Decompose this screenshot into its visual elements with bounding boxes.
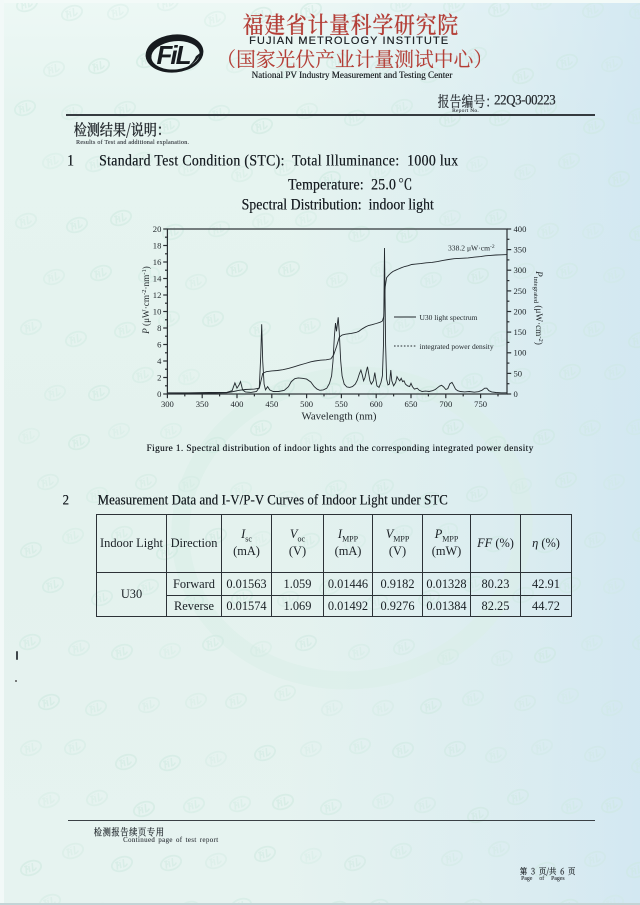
svg-text:650: 650 [405, 399, 418, 409]
svg-text:integrated power density: integrated power density [420, 342, 494, 351]
svg-text:8: 8 [157, 323, 161, 333]
svg-text:300: 300 [514, 265, 527, 275]
svg-text:500: 500 [300, 399, 313, 409]
svg-text:300: 300 [161, 399, 174, 409]
svg-text:600: 600 [370, 399, 383, 409]
svg-text:450: 450 [265, 399, 278, 409]
svg-text:400: 400 [231, 399, 244, 409]
svg-text:150: 150 [514, 327, 527, 337]
svg-text:350: 350 [514, 245, 527, 255]
svg-text:700: 700 [439, 399, 452, 409]
svg-text:338.2 μW·cm-2: 338.2 μW·cm-2 [448, 244, 495, 253]
svg-text:12: 12 [153, 290, 162, 300]
svg-text:100: 100 [514, 348, 527, 358]
svg-text:4: 4 [157, 356, 162, 366]
svg-text:0: 0 [514, 389, 518, 399]
svg-text:P (μW·cm-2·nm-1): P (μW·cm-2·nm-1) [141, 266, 151, 335]
svg-text:50: 50 [514, 368, 523, 378]
svg-text:18: 18 [153, 240, 162, 250]
svg-text:2: 2 [157, 372, 161, 382]
svg-text:550: 550 [335, 399, 348, 409]
svg-text:16: 16 [153, 257, 162, 267]
svg-text:400: 400 [514, 224, 527, 234]
svg-text:0: 0 [157, 389, 161, 399]
svg-text:14: 14 [153, 273, 162, 283]
svg-text:250: 250 [514, 286, 527, 296]
svg-text:Wavelength (nm): Wavelength (nm) [302, 411, 377, 423]
svg-text:6: 6 [157, 339, 162, 349]
svg-text:10: 10 [153, 306, 162, 316]
svg-text:20: 20 [153, 224, 162, 234]
svg-text:200: 200 [514, 306, 527, 316]
svg-text:U30 light spectrum: U30 light spectrum [420, 313, 478, 322]
svg-text:750: 750 [474, 399, 487, 409]
svg-text:350: 350 [196, 399, 209, 409]
svg-text:Pintegrated (μW·cm-2): Pintegrated (μW·cm-2) [532, 270, 544, 345]
svg-text:FiL: FiL [156, 40, 190, 70]
